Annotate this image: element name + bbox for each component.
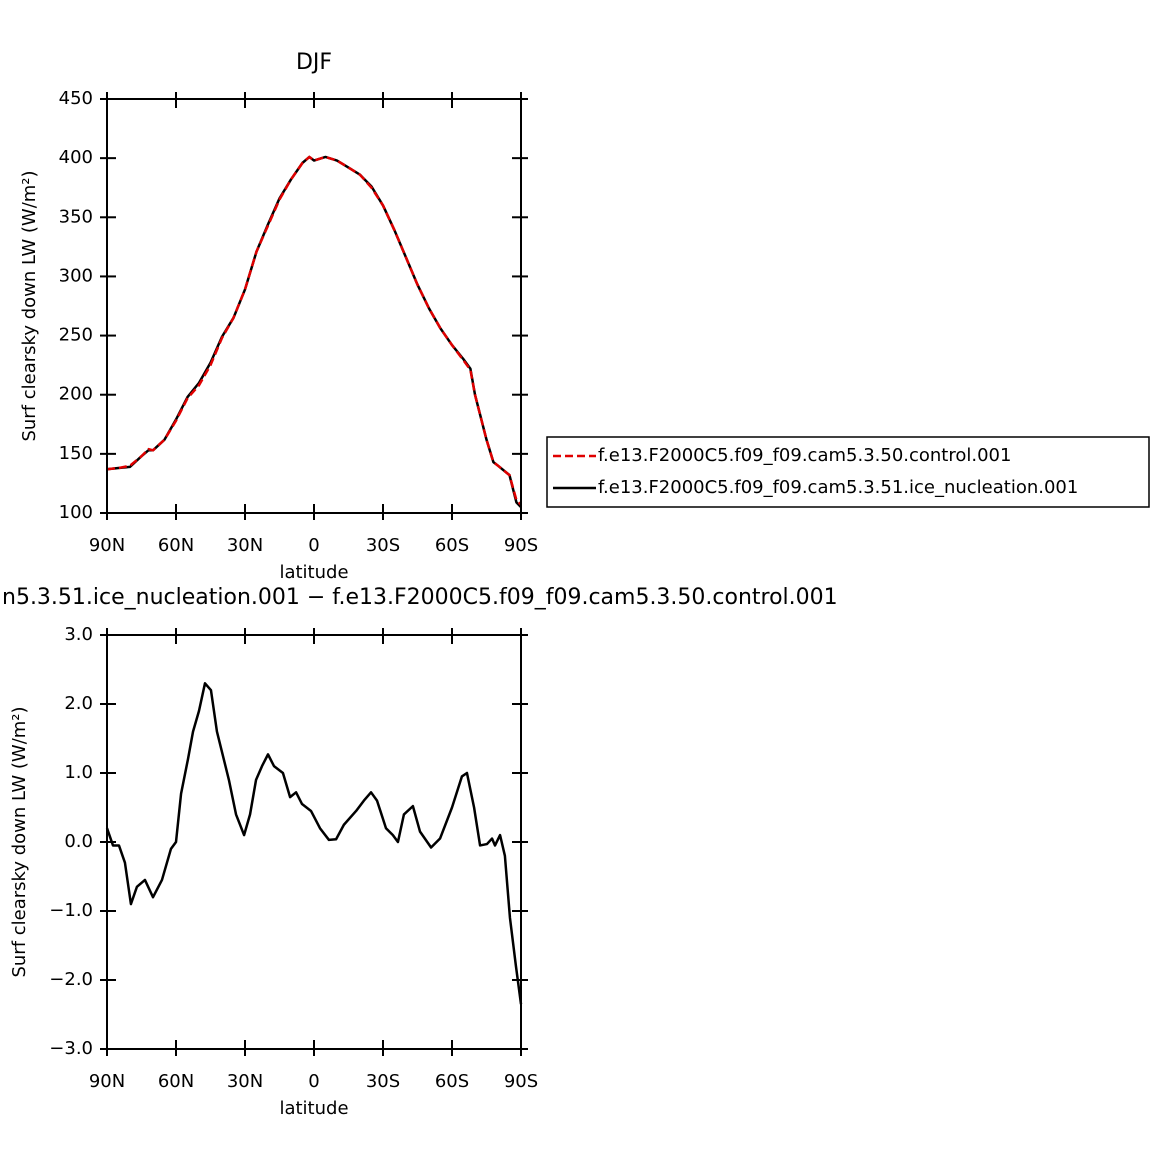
- x-tick-label: 0: [308, 535, 319, 556]
- y-tick-label: −3.0: [49, 1038, 93, 1059]
- chart-title: n5.3.51.ice_nucleation.001 − f.e13.F2000…: [2, 585, 838, 610]
- x-axis-label: latitude: [279, 562, 348, 583]
- y-tick-label: 3.0: [64, 624, 93, 645]
- y-axis-label: Surf clearsky down LW (W/m²): [19, 170, 40, 441]
- x-tick-label: 60N: [158, 1071, 194, 1092]
- x-tick-label: 0: [308, 1071, 319, 1092]
- x-tick-label: 60S: [435, 535, 469, 556]
- y-tick-label: 450: [59, 88, 93, 109]
- y-axis-label: Surf clearsky down LW (W/m²): [9, 706, 30, 977]
- x-tick-label: 30N: [227, 535, 263, 556]
- data-line: [106, 155, 522, 508]
- y-tick-label: 300: [59, 265, 93, 286]
- y-tick-label: 2.0: [64, 693, 93, 714]
- data-line: [106, 155, 522, 506]
- x-tick-label: 90S: [504, 1071, 538, 1092]
- x-tick-label: 90N: [89, 1071, 125, 1092]
- y-tick-label: 0.0: [64, 831, 93, 852]
- y-tick-label: −2.0: [49, 969, 93, 990]
- y-tick-label: 250: [59, 325, 93, 346]
- x-tick-label: 60N: [158, 535, 194, 556]
- x-tick-label: 90S: [504, 535, 538, 556]
- legend-label: f.e13.F2000C5.f09_f09.cam5.3.51.ice_nucl…: [598, 477, 1078, 498]
- y-tick-label: 150: [59, 443, 93, 464]
- x-tick-label: 30S: [366, 1071, 400, 1092]
- y-tick-label: −1.0: [49, 900, 93, 921]
- legend-label: f.e13.F2000C5.f09_f09.cam5.3.50.control.…: [598, 445, 1011, 466]
- chart-title: DJF: [296, 50, 332, 75]
- x-tick-label: 60S: [435, 1071, 469, 1092]
- x-tick-label: 30S: [366, 535, 400, 556]
- y-tick-label: 350: [59, 206, 93, 227]
- y-tick-label: 200: [59, 384, 93, 405]
- legend-box: [546, 436, 1150, 508]
- data-line: [105, 682, 523, 1005]
- y-tick-label: 400: [59, 147, 93, 168]
- x-tick-label: 90N: [89, 535, 125, 556]
- y-tick-label: 1.0: [64, 762, 93, 783]
- x-tick-label: 30N: [227, 1071, 263, 1092]
- plot-frame: [106, 98, 522, 514]
- x-axis-label: latitude: [279, 1098, 348, 1119]
- plot-frame: [106, 634, 522, 1050]
- y-tick-label: 100: [59, 502, 93, 523]
